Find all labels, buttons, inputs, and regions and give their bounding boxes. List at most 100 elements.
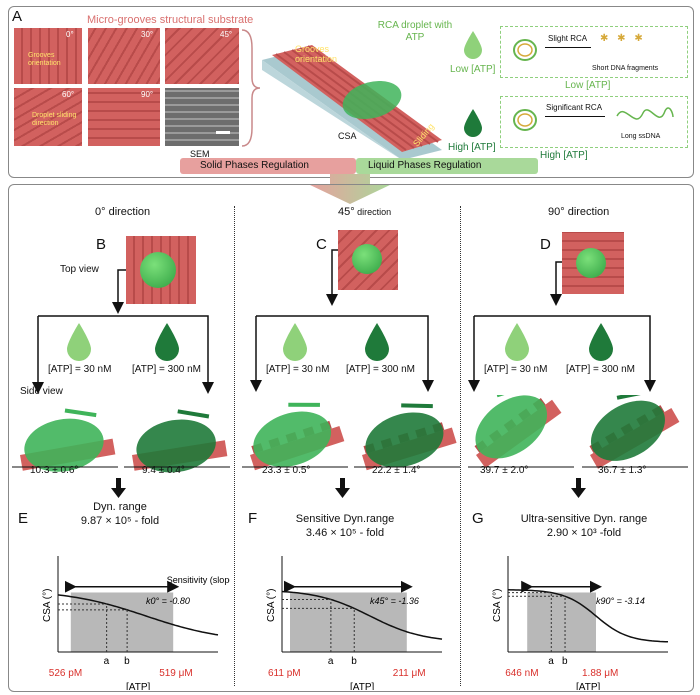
ramp-csa-label: CSA (338, 131, 357, 141)
angle-d-low: 39.7 ± 2.0° (480, 465, 529, 476)
thumb-angle-45: 45° (220, 30, 233, 39)
slope-value: k90° = -3.14 (596, 596, 645, 606)
side-droplet (253, 411, 332, 467)
slight-rca-label: Slight RCA (548, 34, 588, 43)
xmax-label: 211 μM (393, 668, 426, 679)
graph-e-title1: Dyn. range (93, 501, 147, 513)
short-fragments-label: Short DNA fragments (592, 65, 659, 72)
dir-b-suffix: direction (105, 206, 151, 218)
ramp-grooves-label: Grooves orientation (295, 44, 338, 64)
graph-e: a b 526 pM 519 μM [ATP] CSA (°) k0° = -0.80 Sen… (42, 556, 230, 690)
angle-b-high: 9.4 ± 0.4° (142, 465, 185, 476)
slope-text: Sensitivity (slope): (167, 575, 230, 585)
sem-image (165, 88, 239, 146)
conc-d-low: [ATP] = 30 nM (484, 364, 548, 375)
substrate-title: Micro-grooves structural substrate (87, 14, 254, 26)
long-ssdna-icon (616, 107, 674, 120)
high-atp-droplet (464, 109, 482, 137)
x-axis-label: [ATP] (350, 682, 374, 690)
side-droplet (24, 418, 104, 472)
sem-label: SEM (190, 149, 210, 159)
panel-f-letter: F (248, 510, 258, 527)
thumb-angle-30: 30° (141, 30, 154, 39)
thumb-note-sliding: Droplet sliding direction (32, 112, 77, 127)
atp-droplet-low (283, 323, 307, 361)
atp-droplet-high (155, 323, 179, 361)
side-view-3 (362, 403, 457, 471)
side-droplet (365, 412, 444, 468)
long-ssdna-label: Long ssDNA (621, 133, 661, 140)
panel-d-letter: D (540, 236, 551, 253)
x-axis-label: [ATP] (576, 682, 600, 690)
response-curve (507, 589, 669, 643)
tick-b: b (562, 656, 568, 667)
dir-b-angle: 0° (95, 206, 106, 218)
thumb-angle-90: 90° (141, 90, 154, 99)
solid-regulation-banner (180, 158, 356, 174)
sem-scalebar (216, 131, 230, 134)
low-rca-box (500, 26, 688, 78)
conc-c-high: [ATP] = 300 nM (346, 364, 416, 375)
angle-b-low: 10.3 ± 0.6° (30, 465, 79, 476)
droplet-top-b (140, 252, 176, 288)
high-atp-caption: High [ATP] (540, 150, 588, 161)
side-view-5 (589, 395, 680, 469)
graph-f-title1: Sensitive Dyn.range (295, 513, 395, 525)
plasmid-icon-2 (513, 109, 537, 131)
graph-g: a b 646 nM 1.88 μM [ATP] CSA (°) k90° = -3.14 (492, 556, 669, 690)
y-axis-label: CSA (°) (492, 589, 503, 622)
panel-a-letter: A (12, 8, 23, 25)
col-b-direction: 0° direction (95, 206, 150, 218)
y-axis-label: CSA (°) (42, 589, 53, 622)
response-curve (281, 590, 443, 640)
dynamic-range-band (290, 592, 407, 652)
slide-arrow (177, 409, 210, 419)
low-atp-caption: Low [ATP] (565, 80, 611, 91)
divider-2 (460, 206, 461, 686)
high-atp-label: High [ATP] (448, 142, 496, 153)
side-view-0 (19, 408, 116, 472)
dir-d-angle: 90° (548, 206, 565, 218)
graph-f: a b 611 pM 211 μM [ATP] CSA (°) k45° = -1.36 (266, 556, 443, 690)
col-d-direction: 90° direction (548, 206, 609, 218)
x-axis-label: [ATP] (126, 682, 150, 690)
tick-a: a (328, 656, 334, 667)
low-atp-label: Low [ATP] (450, 64, 496, 75)
angle-d-high: 36.7 ± 1.3° (598, 465, 647, 476)
graph-e-title2: 9.87 × 10⁵ - fold (80, 515, 160, 527)
panel-c-letter: C (316, 236, 327, 253)
lower-panel (8, 184, 694, 692)
side-droplet (475, 395, 548, 459)
angle-c-high: 22.2 ± 1.4° (372, 465, 421, 476)
slope-value: k0° = -0.80 (146, 596, 190, 606)
conc-b-low: [ATP] = 30 nM (48, 364, 112, 375)
tick-a: a (548, 656, 554, 667)
slide-arrow (616, 395, 649, 400)
graph-g-title1: Ultra-sensitive Dyn. range (520, 513, 648, 525)
angle-c-low: 23.3 ± 0.5° (262, 465, 311, 476)
graph-g-title: Ultra-sensitive Dyn. range 2.90 × 10³ -f… (514, 512, 654, 540)
arrow-slight (545, 47, 591, 48)
side-droplet (136, 419, 216, 473)
solid-regulation-label: Solid Phases Regulation (200, 160, 309, 171)
thumb-angle-0: 0° (66, 30, 74, 39)
slide-arrow (64, 408, 97, 418)
slope-value: k45° = -1.36 (370, 596, 419, 606)
liquid-regulation-banner (356, 158, 538, 174)
slide-arrow (401, 403, 433, 409)
side-view-2 (250, 402, 345, 471)
thumb-0deg (14, 28, 82, 84)
bracket (241, 29, 261, 147)
graph-g-title2: 2.90 × 10³ -fold (546, 527, 622, 539)
dynamic-range-band (70, 592, 174, 652)
slide-arrow (288, 402, 320, 407)
tick-a: a (104, 656, 110, 667)
arrow-significant (545, 116, 605, 117)
big-down-arrow (308, 174, 392, 204)
thumb-angle-60: 60° (62, 90, 75, 99)
droplet-top-d (576, 248, 606, 278)
dir-d-suffix: direction (564, 206, 610, 218)
conc-c-low: [ATP] = 30 nM (266, 364, 330, 375)
top-view-label: Top view (60, 264, 99, 275)
